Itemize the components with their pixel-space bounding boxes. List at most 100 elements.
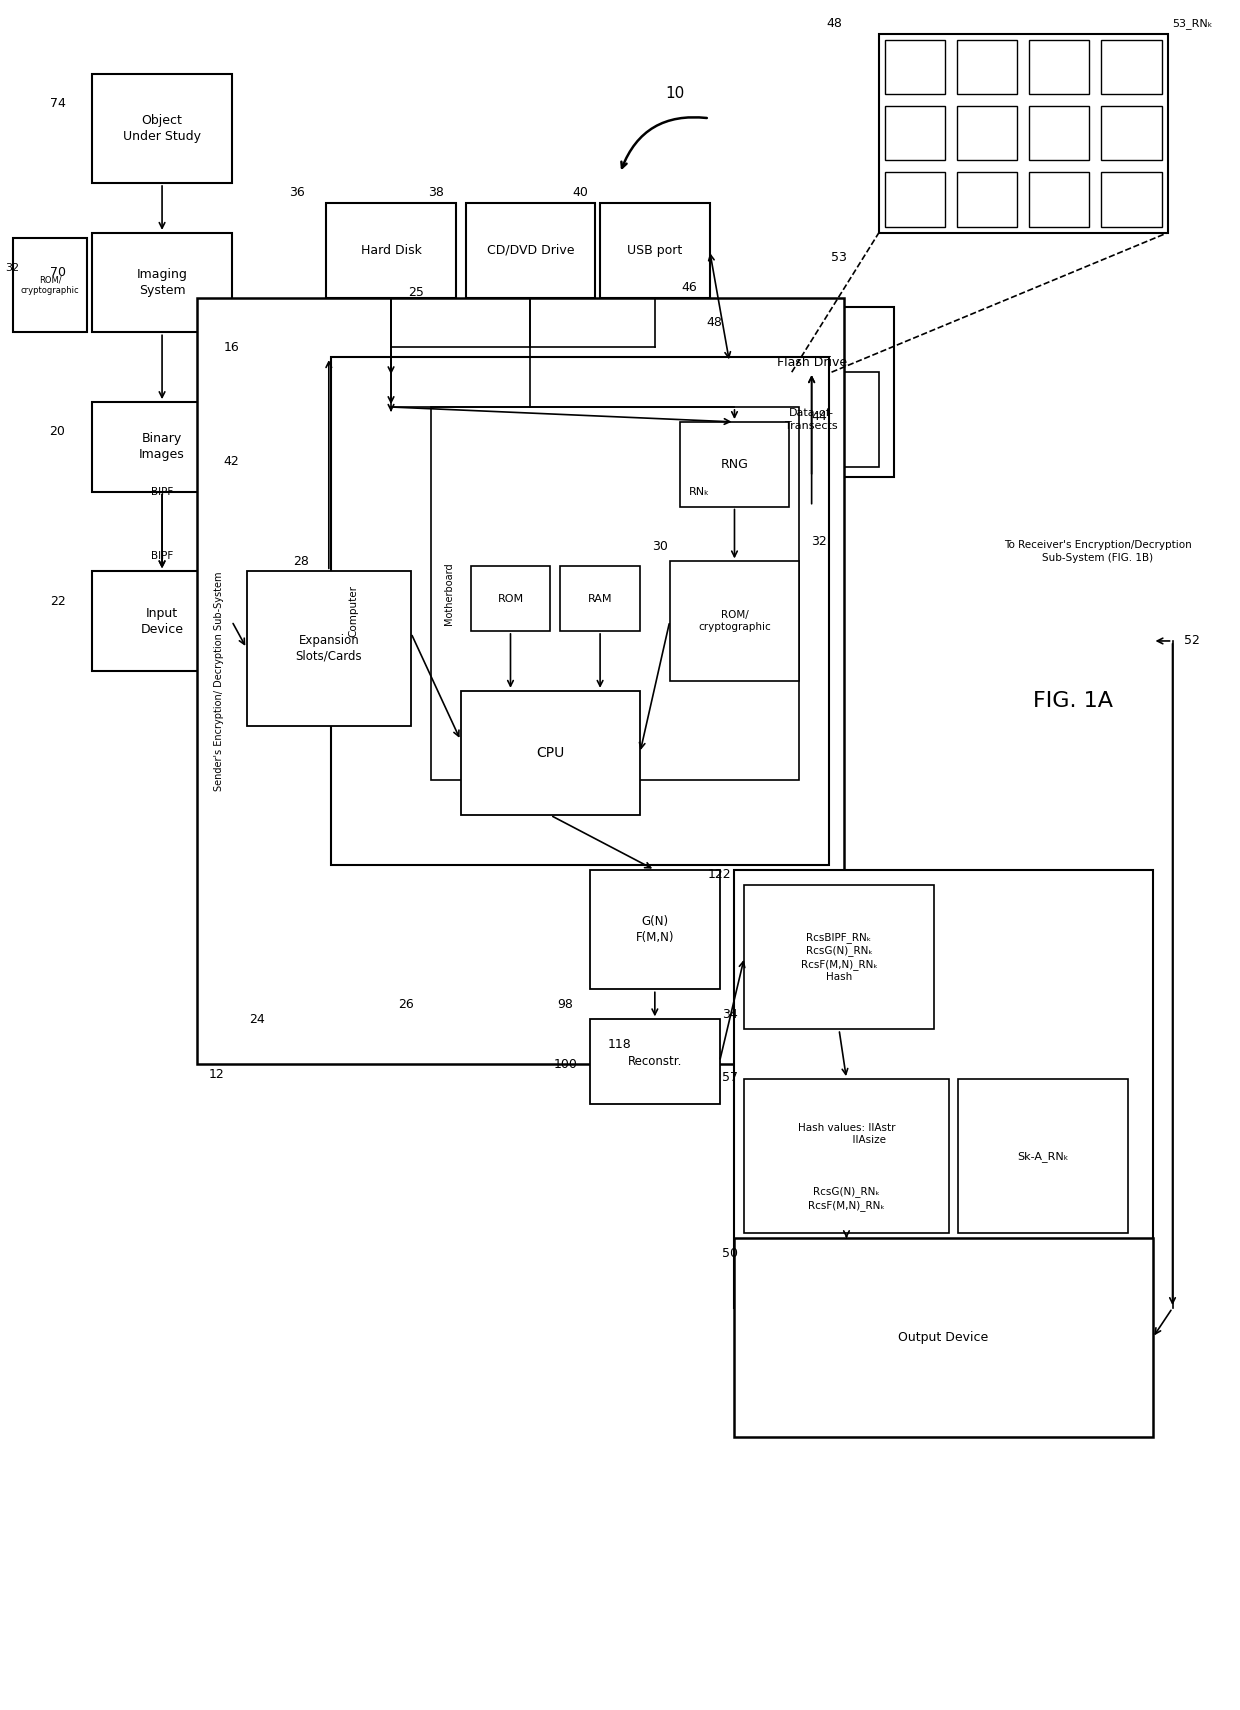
Bar: [92, 74, 232, 183]
Text: ROM/
cryptographic: ROM/ cryptographic: [21, 275, 79, 296]
Bar: [734, 870, 1153, 1308]
Text: RcsG(N)_RNₖ
RcsF(M,N)_RNₖ: RcsG(N)_RNₖ RcsF(M,N)_RNₖ: [808, 1187, 885, 1211]
Text: 32: 32: [811, 535, 827, 547]
Text: USB port: USB port: [627, 245, 682, 256]
Bar: [670, 561, 800, 681]
Text: Sk-A_RNₖ: Sk-A_RNₖ: [1017, 1151, 1069, 1161]
Bar: [600, 203, 709, 298]
Text: Hash values: IIAstr
              IIAsize: Hash values: IIAstr IIAsize: [797, 1122, 895, 1146]
Bar: [590, 870, 719, 990]
Bar: [734, 1238, 1153, 1438]
Text: 42: 42: [224, 455, 239, 469]
Text: 100: 100: [553, 1057, 577, 1070]
Text: Motherboard: Motherboard: [444, 563, 454, 624]
Text: 22: 22: [50, 595, 66, 607]
Text: 74: 74: [50, 97, 66, 109]
Text: 16: 16: [224, 340, 239, 354]
Text: RNG: RNG: [720, 458, 749, 470]
Text: 25: 25: [408, 286, 424, 299]
Bar: [959, 1079, 1127, 1233]
Text: RAM: RAM: [588, 593, 613, 604]
Text: RcsBIPF_RNₖ
RcsG(N)_RNₖ
RcsF(M,N)_RNₖ
Hash: RcsBIPF_RNₖ RcsG(N)_RNₖ RcsF(M,N)_RNₖ Ha…: [801, 932, 878, 982]
Text: CPU: CPU: [536, 746, 564, 759]
Text: 52: 52: [1184, 634, 1200, 648]
Text: 38: 38: [428, 186, 444, 200]
Text: Sender's Encryption/ Decryption Sub-System: Sender's Encryption/ Decryption Sub-Syst…: [213, 571, 223, 790]
Text: 118: 118: [608, 1038, 632, 1050]
Bar: [744, 373, 879, 467]
Text: 48: 48: [826, 17, 842, 31]
Bar: [744, 1079, 949, 1233]
Bar: [729, 308, 894, 477]
Bar: [885, 39, 945, 94]
Bar: [92, 233, 232, 332]
Text: FIG. 1A: FIG. 1A: [1033, 691, 1114, 711]
Bar: [885, 173, 945, 227]
Bar: [885, 106, 945, 161]
Text: 57: 57: [722, 1070, 738, 1084]
Text: Flash Drive: Flash Drive: [776, 356, 847, 369]
Text: Data-of-
Transects: Data-of- Transects: [785, 409, 838, 431]
Text: 53: 53: [831, 251, 847, 263]
Bar: [1101, 106, 1162, 161]
Bar: [957, 39, 1017, 94]
Text: RNₖ: RNₖ: [689, 487, 711, 496]
Text: 46: 46: [682, 280, 698, 294]
Text: To Receiver's Encryption/Decryption
Sub-System (FIG. 1B): To Receiver's Encryption/Decryption Sub-…: [1004, 540, 1192, 563]
Text: 36: 36: [289, 186, 304, 200]
Text: 24: 24: [249, 1012, 264, 1026]
Bar: [1101, 173, 1162, 227]
Text: Expansion
Slots/Cards: Expansion Slots/Cards: [295, 634, 362, 663]
Text: BIPF: BIPF: [151, 551, 174, 561]
Bar: [560, 566, 640, 631]
Bar: [12, 238, 87, 332]
Text: 32: 32: [6, 263, 20, 272]
Bar: [1029, 106, 1090, 161]
Text: 98: 98: [557, 999, 573, 1011]
Bar: [471, 566, 551, 631]
Text: G(N)
F(M,N): G(N) F(M,N): [636, 915, 675, 944]
Bar: [957, 106, 1017, 161]
Bar: [430, 407, 800, 780]
Text: ROM: ROM: [497, 593, 523, 604]
Text: 44: 44: [811, 410, 827, 424]
Bar: [1101, 39, 1162, 94]
Bar: [92, 571, 232, 670]
Text: Imaging
System: Imaging System: [136, 268, 187, 298]
Text: Object
Under Study: Object Under Study: [123, 115, 201, 142]
Text: 48: 48: [707, 316, 723, 328]
Text: ROM/
cryptographic: ROM/ cryptographic: [698, 610, 771, 633]
Bar: [466, 203, 595, 298]
Bar: [744, 884, 934, 1029]
Bar: [247, 571, 410, 725]
Bar: [590, 1019, 719, 1105]
Text: BIPF: BIPF: [151, 487, 174, 496]
Text: 122: 122: [708, 869, 732, 881]
Text: 10: 10: [665, 86, 684, 101]
Bar: [326, 203, 456, 298]
Text: Input
Device: Input Device: [140, 607, 184, 636]
Text: 40: 40: [572, 186, 588, 200]
Text: 50: 50: [722, 1247, 738, 1260]
Bar: [879, 34, 1168, 233]
Text: 53_RNₖ: 53_RNₖ: [1172, 19, 1213, 29]
Text: CD/DVD Drive: CD/DVD Drive: [486, 245, 574, 256]
Text: 12: 12: [208, 1067, 224, 1081]
Text: Reconstr.: Reconstr.: [627, 1055, 682, 1069]
Text: 70: 70: [50, 267, 66, 279]
Bar: [1029, 173, 1090, 227]
Bar: [957, 173, 1017, 227]
Text: 34: 34: [722, 1007, 738, 1021]
Bar: [92, 402, 232, 492]
Bar: [197, 298, 844, 1064]
Text: Hard Disk: Hard Disk: [361, 245, 422, 256]
Bar: [1029, 39, 1090, 94]
Text: Output Device: Output Device: [899, 1332, 988, 1344]
Text: 20: 20: [50, 426, 66, 438]
Bar: [461, 691, 640, 816]
Text: 30: 30: [652, 540, 668, 552]
Text: Binary
Images: Binary Images: [139, 433, 185, 462]
Text: 28: 28: [294, 554, 309, 568]
Bar: [331, 357, 830, 865]
Text: Computer: Computer: [348, 585, 358, 638]
